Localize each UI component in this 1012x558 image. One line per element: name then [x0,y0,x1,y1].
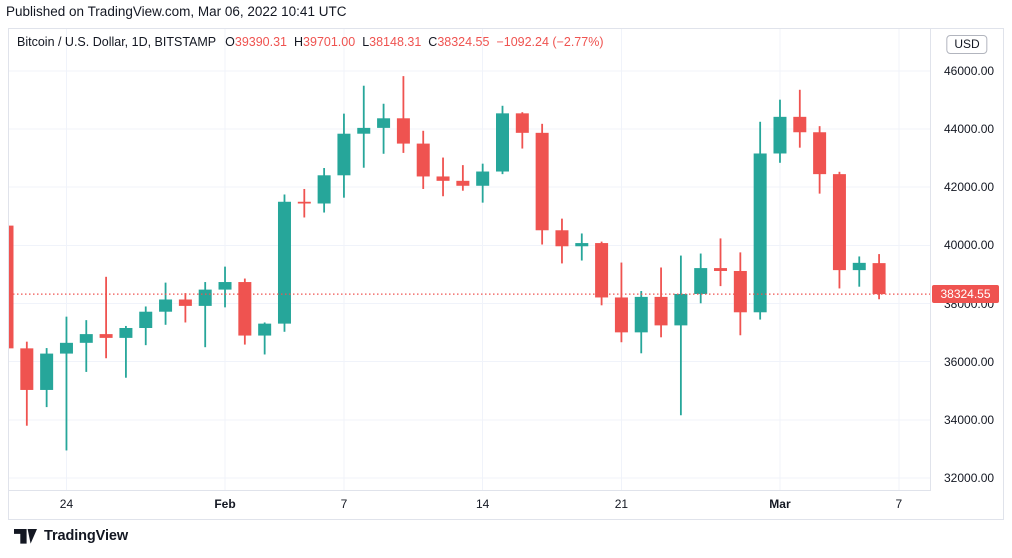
candle-mar-4 [832,171,846,289]
candle-feb-5 [297,188,311,218]
candle-mar-2 [793,89,807,148]
ohlc-value-l: 38148.31 [369,35,422,49]
price-axis-label: 32000.00 [944,471,995,486]
candle-feb-24 [674,255,688,416]
ohlc-label-h: H [294,35,304,49]
candle-feb-23 [654,267,668,338]
price-axis-label: 46000.00 [944,63,995,78]
currency-badge: USD [946,35,988,54]
tradingview-logo-icon [14,528,37,544]
time-axis-label-21: 21 [614,497,629,511]
ohlc-values: O39390.31 H39701.00 L38148.31 C38324.55 [225,35,496,49]
price-axis[interactable]: USD 38324.55 46000.00 44000.00 42000.00 400… [931,29,1003,491]
candle-feb-3 [258,322,272,355]
time-axis[interactable]: 24 Feb 7 14 21 Mar 7 [9,491,1003,519]
candle-feb-9 [377,103,391,154]
price-axis-label: 34000.00 [944,412,995,427]
candle-feb-1 [218,266,232,308]
time-axis-label-feb: Feb [214,497,236,511]
candle-jan-30 [178,293,192,323]
footer-brand-bar: TradingView [14,528,128,544]
ohlc-label-c: C [428,35,438,49]
candle-feb-18 [555,218,569,264]
time-axis-label-14: 14 [475,497,490,511]
candle-feb-19 [575,233,589,261]
ohlc-label-l: L [362,35,370,49]
candle-jan-24 [59,316,73,451]
candle-feb-8 [357,85,371,168]
ohlc-value-o: 39390.31 [234,35,288,49]
candle-feb-21 [614,262,628,343]
candle-jan-21 [9,225,14,349]
candle-series [9,76,886,451]
candle-feb-2 [238,278,252,345]
chart-pane[interactable]: Bitcoin / U.S. Dollar, 1D, BITSTAMP O3939… [9,29,931,491]
price-change: −1092.24 (−2.77%) [496,35,604,49]
candle-jan-22 [20,341,34,426]
candle-feb-4 [277,194,291,332]
candle-jan-27 [119,325,133,378]
tradingview-logo-link[interactable]: TradingView [14,528,128,544]
candle-jan-25 [79,320,93,372]
ohlc-label-o: O [225,35,235,49]
candle-mar-1 [773,99,787,163]
candle-mar-5 [852,256,866,287]
candle-feb-10 [396,76,410,153]
time-axis-label-mar: Mar [769,497,791,511]
candle-feb-17 [535,123,549,245]
published-caption: Published on TradingView.com, Mar 06, 20… [6,4,347,19]
candle-feb-13 [456,165,470,191]
candle-feb-26 [714,238,728,287]
price-axis-label: 36000.00 [944,354,995,369]
last-price-badge: 38324.55 [932,285,999,304]
ohlc-value-h: 39701.00 [303,35,356,49]
time-axis-label-7: 7 [895,497,903,511]
candle-feb-28 [753,121,767,320]
price-axis-label: 40000.00 [944,238,995,253]
price-axis-label: 44000.00 [944,122,995,137]
candle-feb-16 [515,112,529,149]
candle-feb-22 [634,291,648,354]
candle-feb-6 [317,168,331,213]
ohlc-value-c: 38324.55 [437,35,490,49]
candle-feb-7 [337,113,351,198]
time-axis-label-7: 7 [340,497,348,511]
gridlines [9,29,930,490]
candle-jan-28 [139,306,153,346]
candle-mar-3 [813,126,827,194]
candle-feb-14 [476,163,490,203]
tradingview-logo-text: TradingView [44,528,129,544]
time-axis-label-24: 24 [59,497,74,511]
candle-feb-15 [496,105,509,175]
chart-legend: Bitcoin / U.S. Dollar, 1D, BITSTAMP O3939… [17,34,603,50]
candle-feb-12 [436,157,450,197]
candle-feb-11 [416,130,430,189]
price-axis-label: 42000.00 [944,180,995,195]
candle-jan-29 [159,282,173,325]
candle-jan-31 [198,282,212,348]
candlestick-chart[interactable] [9,29,930,490]
candle-feb-20 [595,241,609,306]
candle-mar-6 [872,254,886,300]
chart-frame: Bitcoin / U.S. Dollar, 1D, BITSTAMP O3939… [8,28,1004,520]
candle-jan-23 [40,348,54,408]
candle-feb-27 [733,252,747,336]
candle-feb-25 [694,253,708,304]
candle-jan-26 [99,276,113,359]
symbol-title: Bitcoin / U.S. Dollar, 1D, BITSTAMP [17,35,217,49]
